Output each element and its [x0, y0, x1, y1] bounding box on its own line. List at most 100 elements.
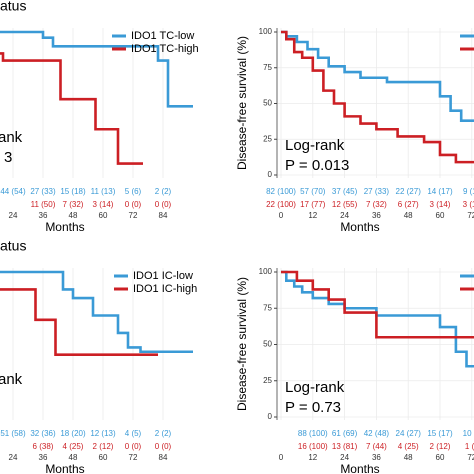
risk-count: 6 (38) [33, 442, 54, 451]
y-axis-label: Disease-free survival (%) [235, 277, 249, 411]
x-axis-label: Months [340, 462, 379, 474]
curves [281, 30, 474, 164]
y-tick-label: 100 [259, 27, 273, 36]
risk-count: 51 (58) [0, 429, 26, 438]
y-tick-label: 50 [263, 99, 272, 108]
risk-count: 61 (69) [332, 429, 358, 438]
x-tick-label: 36 [39, 453, 48, 462]
annotation: P = 0.73 [285, 399, 341, 416]
risk-count: 2 (2) [155, 187, 172, 196]
x-axis-label: Months [45, 462, 84, 474]
curves [281, 270, 474, 368]
survival-curve [281, 270, 474, 339]
x-tick-label: 48 [404, 211, 413, 220]
risk-count: 3 (14) [93, 200, 114, 209]
risk-count: 88 (100) [298, 429, 328, 438]
x-tick-label: 24 [9, 453, 18, 462]
x-tick-label: 0 [279, 453, 284, 462]
risk-count: 11 (13) [91, 187, 116, 196]
survival-curve [0, 30, 193, 108]
risk-count: 2 (12) [93, 442, 114, 451]
x-tick-label: 60 [99, 211, 108, 220]
x-axis-label: Months [340, 220, 379, 234]
y-tick-label: 100 [259, 267, 273, 276]
x-tick-label: 72 [129, 453, 138, 462]
x-tick-label: 12 [308, 453, 317, 462]
risk-count: 42 (48) [364, 429, 390, 438]
x-tick-label: 60 [436, 453, 445, 462]
risk-count: 44 (54) [0, 187, 26, 196]
annotation: Log-rank [285, 379, 345, 396]
x-tick-label: 12 [308, 211, 317, 220]
risk-count: 2 (12) [430, 442, 451, 451]
survival-curve [0, 288, 158, 356]
risk-count: 4 (25) [63, 442, 84, 451]
y-tick-label: 75 [263, 303, 272, 312]
risk-count: 2 (2) [155, 429, 172, 438]
x-tick-label: 24 [340, 453, 349, 462]
risk-count: 12 (55) [332, 200, 358, 209]
x-tick-label: 36 [39, 211, 48, 220]
risk-count: 3 (14 [463, 200, 474, 209]
x-tick-label: 60 [99, 453, 108, 462]
annotation: ank [0, 371, 23, 388]
risk-count: 0 (0) [125, 200, 142, 209]
x-tick-label: 36 [372, 453, 381, 462]
y-tick-label: 25 [263, 134, 272, 143]
risk-count: 16 (100) [298, 442, 328, 451]
risk-count: 4 (5) [125, 429, 142, 438]
risk-count: 17 (77) [300, 200, 326, 209]
legend-label: IDO1 TC-low [131, 30, 194, 42]
x-tick-label: 24 [340, 211, 349, 220]
x-tick-label: 84 [159, 453, 168, 462]
y-axis-label: Disease-free survival (%) [235, 36, 249, 170]
risk-count: 7 (32) [366, 200, 387, 209]
x-tick-label: 72 [467, 453, 474, 462]
annotation: Log-rank [285, 137, 345, 154]
x-tick-label: 60 [436, 211, 445, 220]
risk-count: 0 (0) [125, 442, 142, 451]
risk-count: 12 (13) [90, 429, 116, 438]
risk-count: 9 (11 [463, 187, 474, 196]
risk-count: 18 (20) [60, 429, 86, 438]
risk-count: 27 (33) [364, 187, 390, 196]
survival-curve [281, 270, 474, 368]
survival-curve [281, 30, 474, 164]
risk-count: 0 (0) [155, 200, 172, 209]
annotation: ank [0, 129, 23, 146]
risk-count: 22 (100) [266, 200, 296, 209]
x-tick-label: 0 [279, 211, 284, 220]
x-tick-label: 72 [467, 211, 474, 220]
y-tick-label: 50 [263, 340, 272, 349]
risk-count: 7 (32) [63, 200, 84, 209]
risk-count: 6 (27) [398, 200, 419, 209]
annotation: P = 0.013 [285, 157, 349, 174]
risk-count: 15 (17) [427, 429, 453, 438]
risk-count: 22 (27) [396, 187, 422, 196]
y-tick-label: 75 [263, 63, 272, 72]
curves [0, 30, 193, 165]
x-tick-label: 84 [159, 211, 168, 220]
risk-count: 15 (18) [60, 187, 86, 196]
legend-label: IDO1 TC-high [131, 43, 199, 55]
x-tick-label: 48 [69, 211, 78, 220]
legend-label: IDO1 IC-high [133, 283, 197, 295]
risk-count: 24 (27) [396, 429, 422, 438]
risk-count: 11 (50) [31, 200, 56, 209]
x-tick-label: 72 [129, 211, 138, 220]
risk-count: 3 (14) [430, 200, 451, 209]
risk-count: 7 (44) [366, 442, 387, 451]
risk-count: 27 (33) [30, 187, 56, 196]
risk-count: 14 (17) [427, 187, 453, 196]
y-tick-label: 0 [268, 170, 273, 179]
risk-count: 1 (6 [465, 442, 474, 451]
panel-title: atus [0, 0, 26, 14]
survival-curve [0, 52, 143, 165]
panel-title: atus [0, 238, 26, 254]
legend-label: IDO1 IC-low [133, 270, 193, 282]
risk-count: 13 (81) [332, 442, 358, 451]
risk-count: 37 (45) [332, 187, 358, 196]
risk-count: 10 (1 [463, 429, 474, 438]
